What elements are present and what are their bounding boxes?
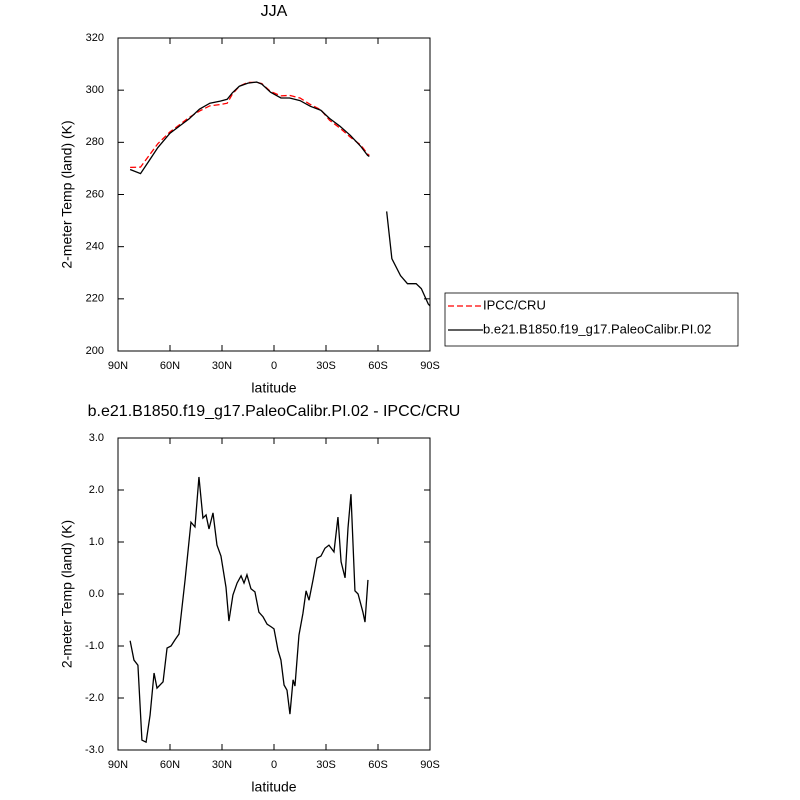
y-tick-label: 200 bbox=[86, 345, 104, 357]
y-tick-label: -1.0 bbox=[85, 640, 104, 652]
x-axis-label: latitude bbox=[251, 380, 296, 396]
y-tick-label: 3.0 bbox=[89, 432, 104, 444]
y-tick-label: -3.0 bbox=[85, 744, 104, 756]
x-tick-label: 90S bbox=[420, 360, 440, 372]
legend-label: b.e21.B1850.f19_g17.PaleoCalibr.PI.02 bbox=[483, 321, 711, 336]
y-tick-label: 280 bbox=[86, 136, 104, 148]
x-tick-label: 30S bbox=[316, 360, 336, 372]
data-line bbox=[130, 81, 370, 169]
y-tick-label: 0.0 bbox=[89, 588, 104, 600]
y-tick-label: 220 bbox=[86, 293, 104, 305]
y-axis-label: 2-meter Temp (land) (K) bbox=[59, 120, 75, 268]
x-tick-label: 60N bbox=[160, 759, 180, 771]
x-tick-label: 60N bbox=[160, 360, 180, 372]
x-tick-label: 60S bbox=[368, 759, 388, 771]
x-tick-label: 30N bbox=[212, 759, 232, 771]
x-tick-label: 90N bbox=[108, 759, 128, 771]
legend-box bbox=[444, 292, 739, 347]
legend-label: IPCC/CRU bbox=[483, 297, 546, 312]
y-tick-label: 260 bbox=[86, 188, 104, 200]
y-tick-label: 1.0 bbox=[89, 536, 104, 548]
y-tick-label: -2.0 bbox=[85, 692, 104, 704]
x-tick-label: 90N bbox=[108, 360, 128, 372]
y-tick-label: 2.0 bbox=[89, 484, 104, 496]
x-tick-label: 30N bbox=[212, 360, 232, 372]
x-axis-label: latitude bbox=[251, 779, 296, 795]
y-tick-label: 240 bbox=[86, 241, 104, 253]
plot-frame bbox=[117, 37, 431, 352]
data-line bbox=[129, 476, 369, 744]
y-tick-label: 320 bbox=[86, 32, 104, 44]
y-tick-label: 300 bbox=[86, 84, 104, 96]
y-axis-label: 2-meter Temp (land) (K) bbox=[59, 520, 75, 668]
plot-frame bbox=[117, 437, 431, 751]
data-line bbox=[129, 81, 431, 307]
chart-title: JJA bbox=[261, 3, 288, 20]
x-tick-label: 0 bbox=[271, 759, 277, 771]
x-tick-label: 0 bbox=[271, 360, 277, 372]
x-tick-label: 90S bbox=[420, 759, 440, 771]
x-tick-label: 30S bbox=[316, 759, 336, 771]
x-tick-label: 60S bbox=[368, 360, 388, 372]
chart-title: b.e21.B1850.f19_g17.PaleoCalibr.PI.02 - … bbox=[88, 403, 461, 420]
